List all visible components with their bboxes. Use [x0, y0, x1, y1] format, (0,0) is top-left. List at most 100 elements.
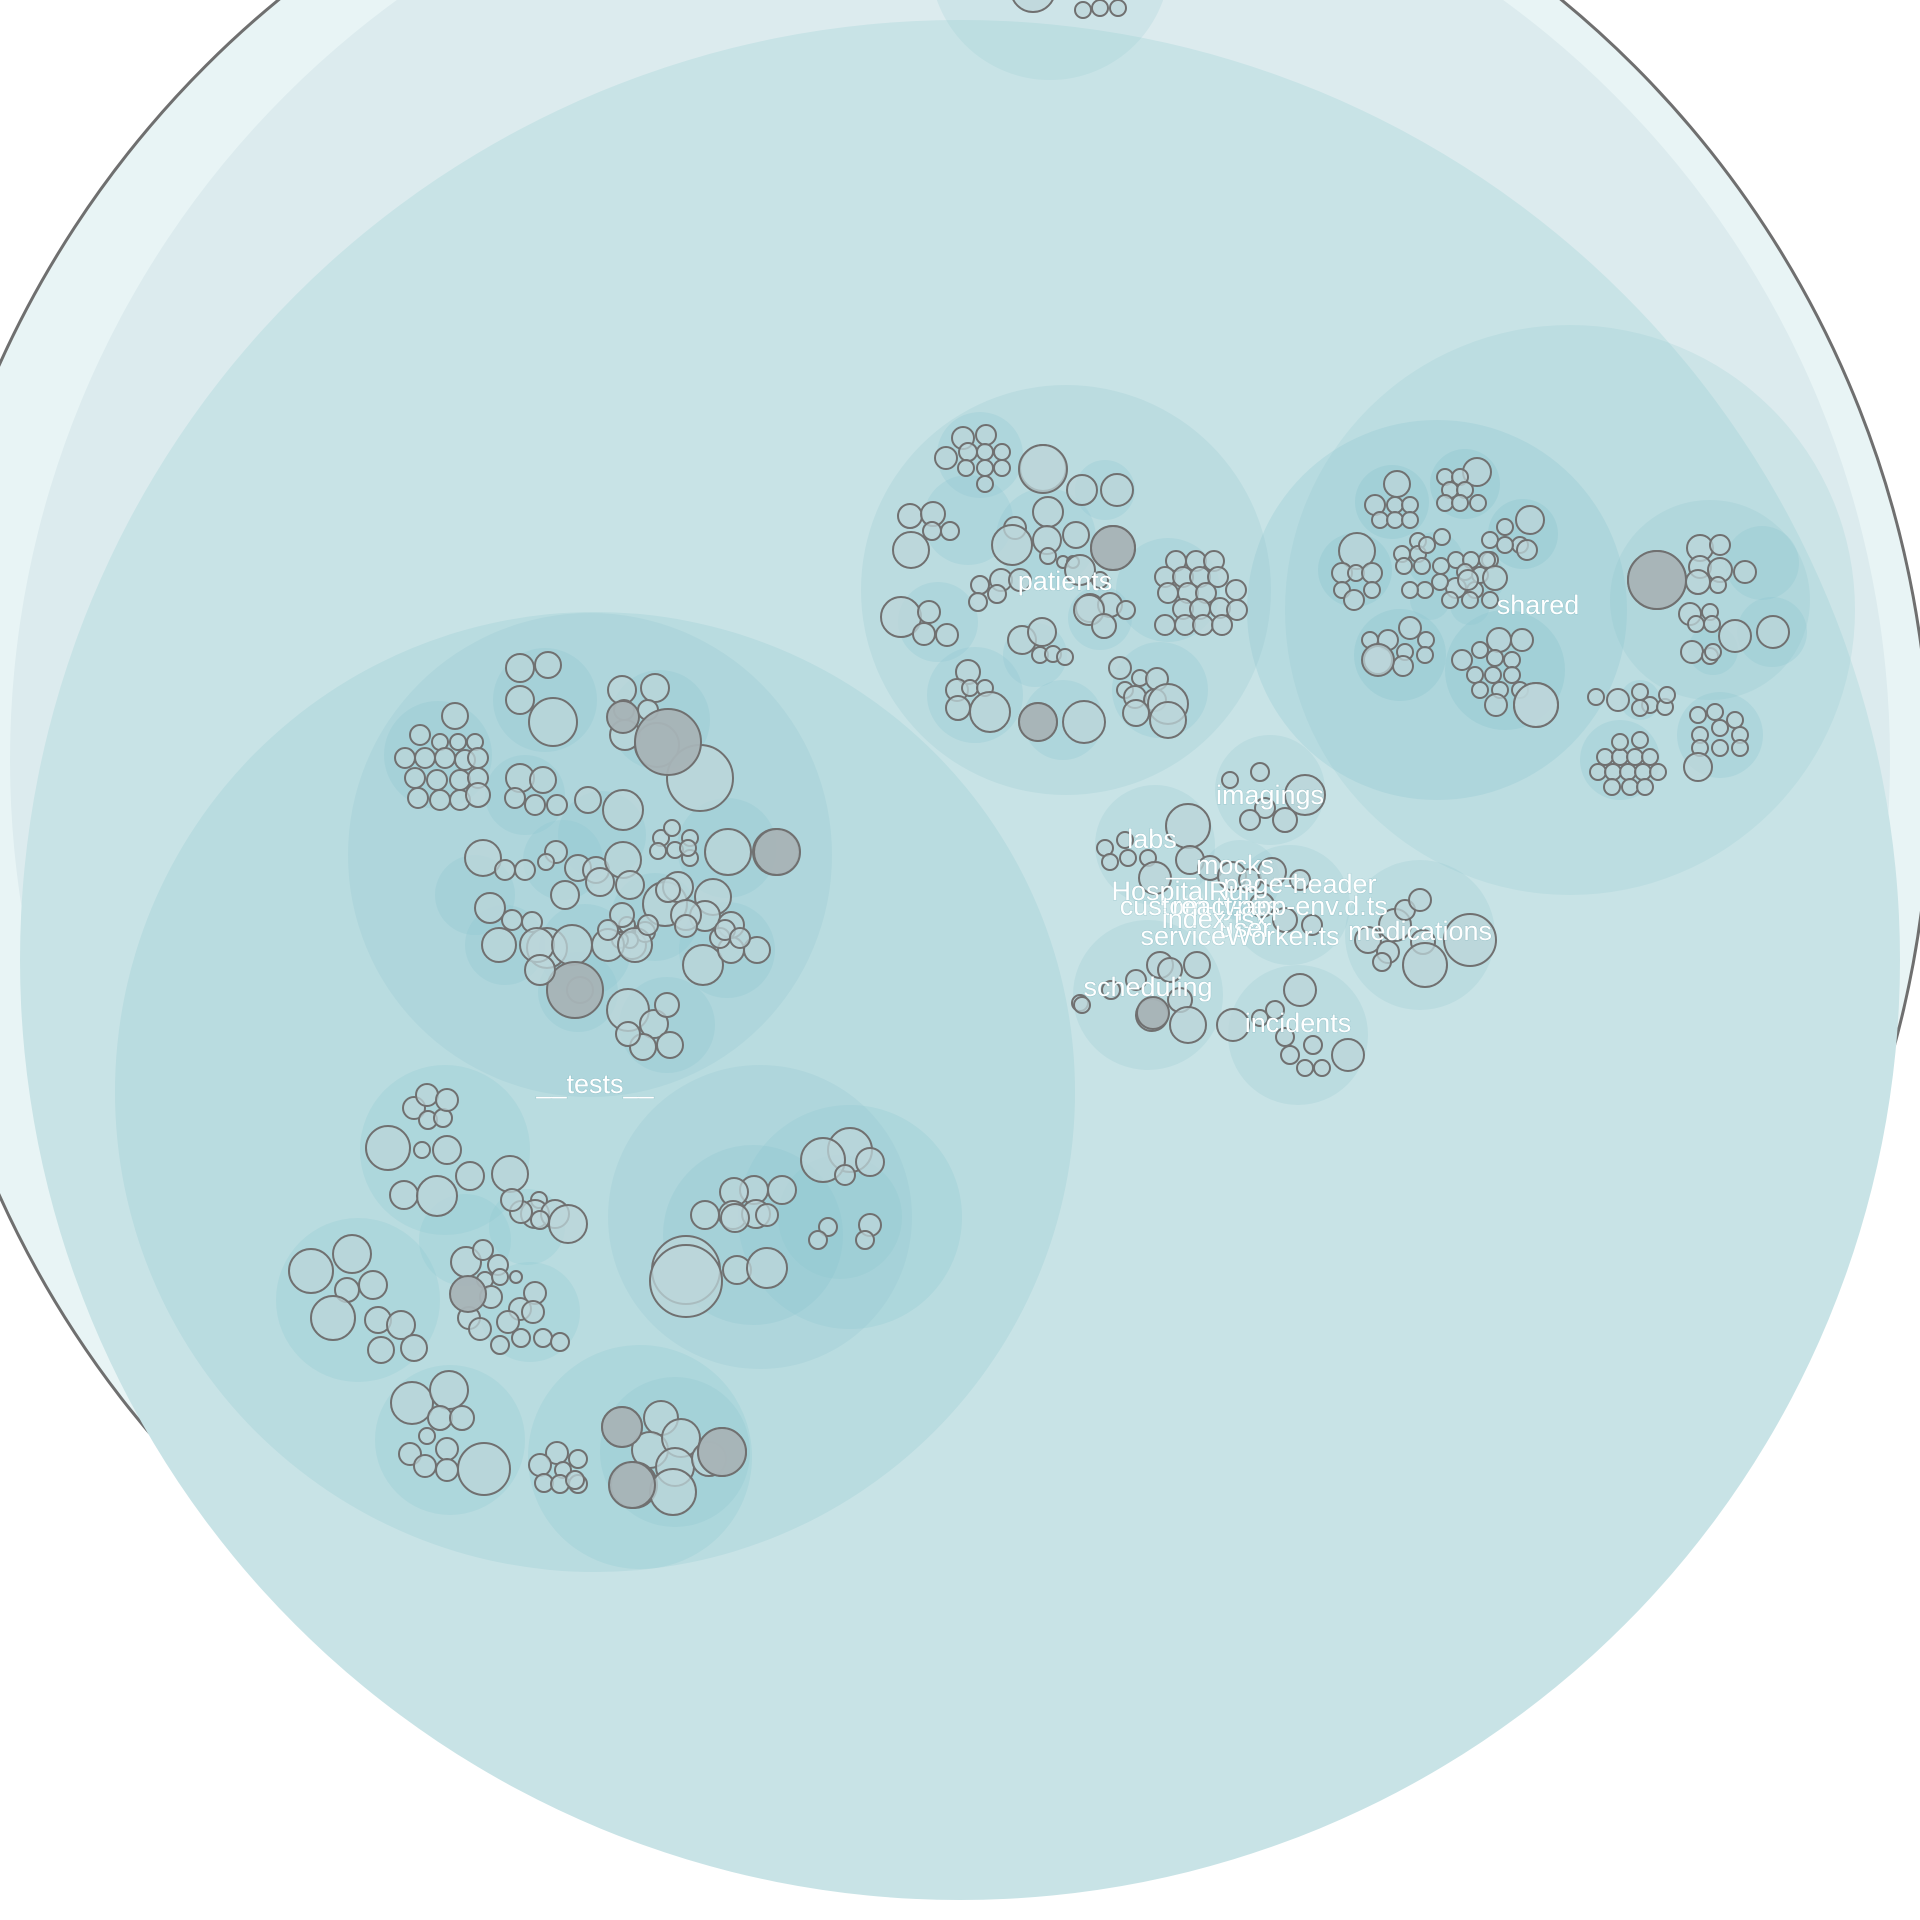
file-circle	[1265, 1000, 1285, 1020]
file-circle	[1711, 719, 1729, 737]
file-circle	[565, 1470, 585, 1490]
label-labs: labs	[1127, 824, 1177, 854]
file-circle	[976, 459, 994, 477]
file-circle	[656, 1031, 684, 1059]
file-circle	[1138, 861, 1172, 895]
file-circle	[464, 839, 502, 877]
file-circle	[1018, 702, 1058, 742]
file-circle	[449, 769, 471, 791]
file-circle	[491, 1155, 529, 1193]
file-circle	[674, 914, 698, 938]
file-circle	[1392, 655, 1414, 677]
file-circle	[746, 1247, 788, 1289]
file-circle	[649, 1468, 697, 1516]
file-circle	[1116, 600, 1136, 620]
file-circle	[474, 892, 506, 924]
file-circle	[606, 700, 640, 734]
file-circle	[1149, 701, 1187, 739]
label-user: user	[1219, 913, 1272, 943]
file-circle	[1631, 731, 1649, 749]
file-circle	[1275, 1027, 1295, 1047]
file-circle	[1401, 496, 1419, 514]
file-circle	[1471, 681, 1489, 699]
file-circle	[767, 1175, 797, 1205]
file-circle	[574, 786, 602, 814]
file-circle	[1443, 913, 1497, 967]
file-circle	[1706, 703, 1724, 721]
file-circle	[1301, 914, 1323, 936]
file-circle	[1401, 511, 1419, 529]
file-circle	[509, 1270, 523, 1284]
file-circle	[435, 1437, 459, 1461]
file-circle	[1354, 926, 1382, 954]
file-circle	[457, 1442, 511, 1496]
file-circle	[1064, 554, 1096, 586]
file-circle	[1756, 615, 1790, 649]
file-circle	[615, 870, 645, 900]
file-circle	[585, 867, 615, 897]
file-circle	[855, 1230, 875, 1250]
file-circle	[1611, 733, 1629, 751]
file-circle	[529, 766, 557, 794]
file-circle	[1486, 627, 1512, 653]
file-circle	[481, 927, 517, 963]
file-circle	[1039, 547, 1057, 565]
file-circle	[615, 1021, 641, 1047]
file-circle	[416, 1175, 458, 1217]
file-circle	[455, 1161, 485, 1191]
file-circle	[1239, 809, 1261, 831]
file-circle	[1062, 521, 1090, 549]
file-circle	[1496, 518, 1514, 536]
file-circle	[1513, 682, 1559, 728]
file-circle	[1709, 534, 1731, 556]
file-circle	[435, 1088, 459, 1112]
dir-top	[936, 0, 1164, 80]
file-circle	[690, 1200, 720, 1230]
file-circle	[917, 600, 941, 624]
file-circle	[414, 747, 436, 769]
file-circle	[491, 1268, 509, 1286]
file-circle	[1469, 494, 1487, 512]
file-circle	[546, 961, 604, 1019]
file-circle	[1303, 1035, 1323, 1055]
label-medications: medications	[1348, 916, 1492, 946]
file-circle	[1116, 831, 1134, 849]
file-circle	[524, 794, 546, 816]
label-hospital-run: HospitalRun	[1111, 876, 1258, 906]
file-circle	[1484, 666, 1502, 684]
file-circle	[504, 787, 526, 809]
file-circle	[1687, 615, 1705, 633]
file-circle	[1091, 571, 1109, 589]
file-circle	[991, 524, 1033, 566]
file-circle	[365, 1125, 411, 1171]
file-circle	[987, 584, 1007, 604]
file-circle	[472, 1239, 494, 1261]
file-circle	[1457, 569, 1479, 591]
file-circle	[427, 1405, 453, 1431]
file-circle	[1726, 711, 1744, 729]
file-circle	[1709, 576, 1727, 594]
file-circle	[1596, 748, 1614, 766]
file-circle	[1433, 528, 1451, 546]
file-circle	[1136, 996, 1170, 1030]
file-circle	[1441, 591, 1459, 609]
file-circle	[1503, 666, 1521, 684]
file-circle	[1226, 599, 1248, 621]
label-tests: __tests__	[535, 1069, 654, 1099]
file-circle	[449, 733, 467, 751]
file-circle	[1331, 1038, 1365, 1072]
file-circle	[970, 575, 990, 595]
file-circle	[426, 769, 448, 791]
file-circle	[1100, 473, 1134, 507]
file-circle	[514, 859, 536, 881]
file-circle	[550, 880, 580, 910]
file-circle	[935, 623, 959, 647]
file-circle	[1680, 640, 1704, 664]
file-circle	[1395, 557, 1413, 575]
file-circle	[468, 1317, 492, 1341]
file-circle	[834, 1164, 856, 1186]
file-circle	[1257, 857, 1287, 887]
file-circle	[945, 695, 971, 721]
file-circle	[1689, 706, 1707, 724]
